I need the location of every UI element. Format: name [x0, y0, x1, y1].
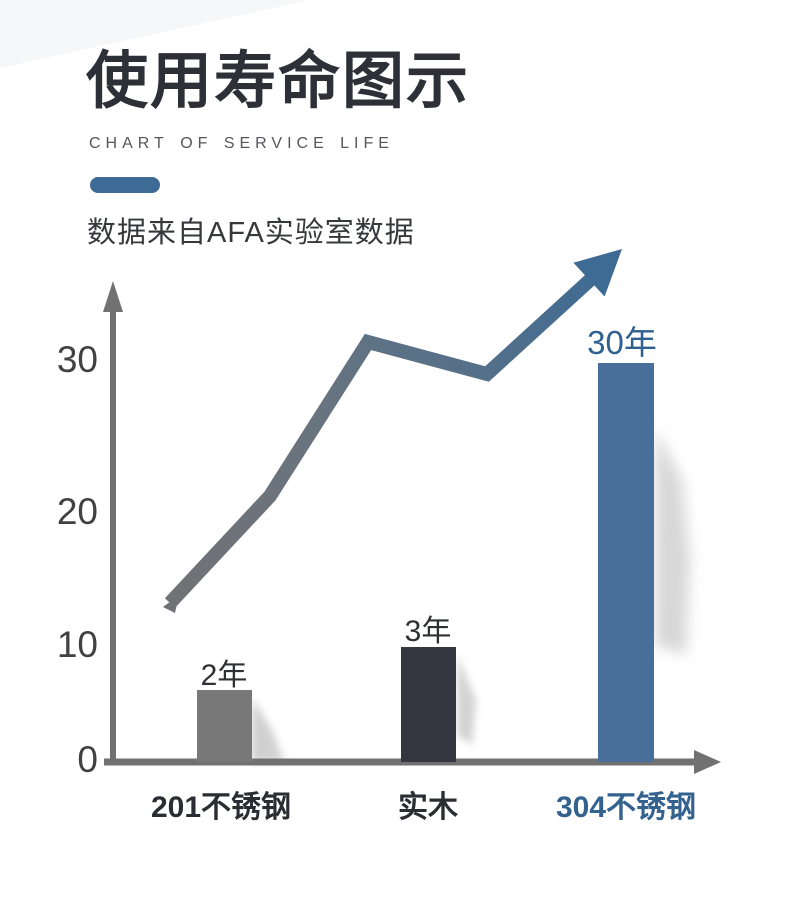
corner-decoration [0, 0, 310, 68]
y-tick-label-20: 20 [56, 491, 98, 532]
y-axis-arrow-icon [103, 281, 123, 312]
x-axis-arrow-icon [694, 750, 721, 774]
page-subtitle: Chart of service life [89, 127, 394, 153]
accent-pill [90, 177, 160, 193]
bar-shadow [252, 698, 284, 762]
trend-arrowhead-icon [573, 249, 622, 297]
bar-solid-wood [401, 647, 456, 762]
category-label-304-stainless-steel: 304不锈钢 [555, 791, 697, 824]
page-title: 使用寿命图示 [86, 47, 471, 116]
category-label-solid-wood: 实木 [398, 791, 458, 824]
y-tick-label-0: 0 [77, 739, 98, 780]
y-tick-label-10: 10 [56, 624, 98, 665]
trend-arrow-line [164, 274, 595, 608]
bar-shadow [655, 428, 690, 655]
value-label-201: 2年 [200, 659, 248, 692]
bar-201-stainless-steel [197, 690, 252, 762]
value-label-wood: 3年 [404, 615, 452, 648]
category-label-201-stainless-steel: 201不锈钢 [150, 791, 292, 824]
value-label-304: 30年 [587, 324, 657, 361]
data-source-note: 数据来自AFA实验室数据 [87, 217, 415, 249]
bar-304-stainless-steel [598, 363, 654, 762]
bar-shadow [457, 655, 476, 745]
y-tick-label-30: 30 [56, 339, 98, 380]
